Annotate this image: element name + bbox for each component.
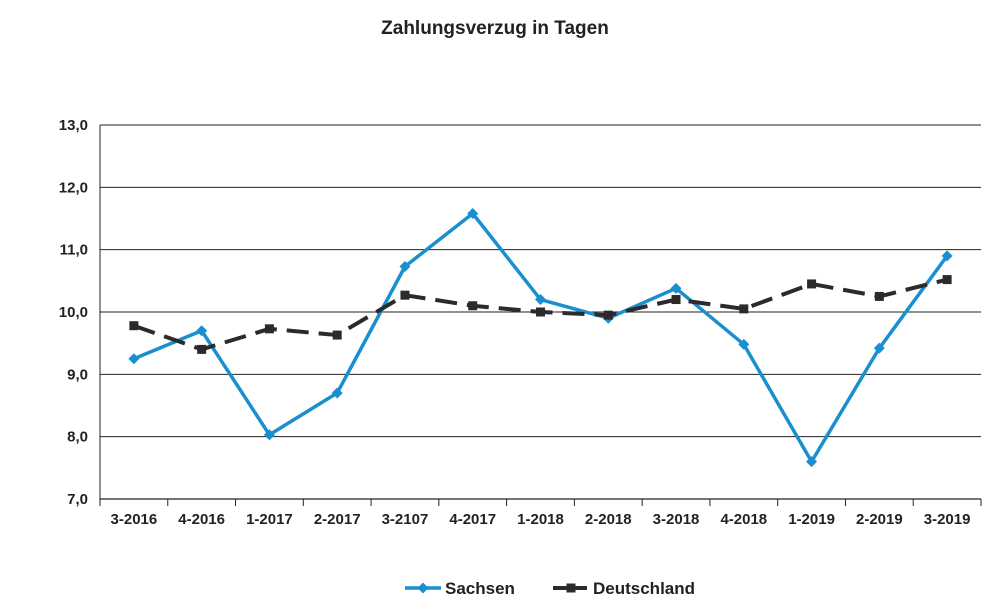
data-point [467,208,479,220]
data-point [942,275,952,285]
x-tick-labels: 3-2016 4-2016 1-2017 2-2017 3-2107 4-2017 1-20… [111,511,971,528]
x-tick-label: 4-2018 [720,511,767,528]
series-line [133,211,949,464]
chart-title: Zahlungsverzug in Tagen [381,18,609,39]
data-point [806,456,818,468]
y-tick-label: 11,0 [60,242,88,259]
data-point [739,304,749,314]
series-sachsen [128,208,953,468]
legend-item: Sachsen [405,579,515,598]
y-tick-labels: 7,0 8,0 9,0 10,0 11,0 12,0 13,0 [59,117,88,508]
data-point [197,344,207,354]
legend-marker [566,583,576,593]
data-point [873,342,885,354]
data-point [264,324,274,334]
x-tick-label: 2-2018 [585,511,632,528]
data-point [671,295,681,305]
x-tick-label: 1-2017 [246,511,293,528]
legend: Sachsen Deutschland [405,579,695,598]
y-tick-label: 9,0 [67,366,88,383]
axes [99,125,982,506]
data-point [738,338,750,350]
legend-item: Deutschland [553,579,695,598]
data-point [670,282,682,294]
x-tick-label: 1-2019 [788,511,835,528]
legend-label: Deutschland [593,579,695,598]
data-point [129,321,139,331]
series-deutschland [129,275,952,354]
gridlines [100,124,981,438]
data-point [807,279,817,289]
series-lines [128,208,953,468]
x-tick-label: 1-2018 [517,511,564,528]
data-point [128,353,140,365]
y-tick-label: 12,0 [59,179,88,196]
y-tick-label: 7,0 [67,491,88,508]
data-point [399,260,411,272]
data-point [941,250,953,262]
x-tick-label: 2-2017 [314,511,361,528]
data-point [536,307,545,317]
x-tick-label: 3-2107 [382,511,429,528]
x-tick-label: 3-2016 [111,511,158,528]
y-tick-label: 8,0 [67,429,88,446]
data-point [331,387,343,399]
x-tick-label: 3-2018 [653,511,700,528]
legend-marker [417,582,429,594]
y-tick-label: 10,0 [59,304,88,321]
data-point [468,301,478,311]
data-point [874,291,884,301]
data-point [196,325,208,337]
x-tick-label: 4-2017 [449,511,496,528]
x-tick-label: 4-2016 [178,511,225,528]
data-point [263,429,275,441]
data-point [400,290,410,300]
legend-label: Sachsen [445,579,515,598]
x-tick-label: 3-2019 [924,511,971,528]
y-tick-label: 13,0 [59,117,88,134]
data-point [535,294,546,306]
data-point [603,310,613,320]
data-point [332,330,342,340]
x-tick-label: 2-2019 [856,511,903,528]
